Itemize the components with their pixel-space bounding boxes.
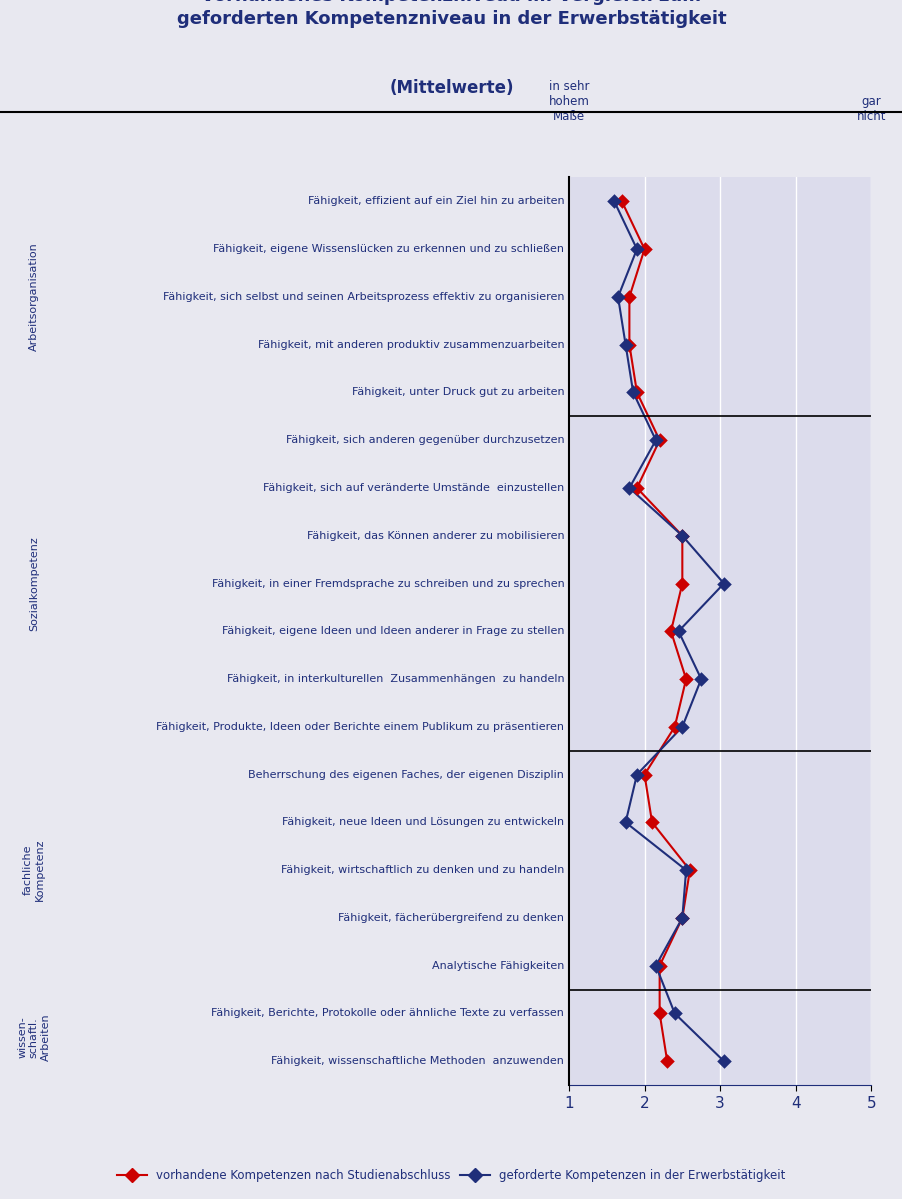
Point	[621, 335, 636, 354]
Point	[606, 192, 621, 211]
Point	[675, 574, 689, 594]
Point	[694, 669, 708, 688]
Text: Fähigkeit, sich anderen gegenüber durchzusetzen: Fähigkeit, sich anderen gegenüber durchz…	[285, 435, 564, 445]
Text: fachliche
Kompetenz: fachliche Kompetenz	[23, 839, 44, 902]
Point	[637, 240, 651, 259]
Point	[629, 765, 643, 784]
Text: Fähigkeit, Berichte, Protokolle oder ähnliche Texte zu verfassen: Fähigkeit, Berichte, Protokolle oder ähn…	[211, 1008, 564, 1018]
Point	[621, 478, 636, 498]
Text: Fähigkeit, Produkte, Ideen oder Berichte einem Publikum zu präsentieren: Fähigkeit, Produkte, Ideen oder Berichte…	[156, 722, 564, 731]
Point	[644, 813, 658, 832]
Point	[614, 192, 629, 211]
Point	[675, 526, 689, 546]
Point	[637, 765, 651, 784]
Point	[678, 669, 693, 688]
Text: gar
nicht: gar nicht	[856, 96, 885, 123]
Text: Fähigkeit, eigene Ideen und Ideen anderer in Frage zu stellen: Fähigkeit, eigene Ideen und Ideen andere…	[222, 626, 564, 637]
Text: Fähigkeit, wirtschaftlich zu denken und zu handeln: Fähigkeit, wirtschaftlich zu denken und …	[281, 866, 564, 875]
Text: Fähigkeit, fächerübergreifend zu denken: Fähigkeit, fächerübergreifend zu denken	[338, 912, 564, 923]
Text: Fähigkeit, in einer Fremdsprache zu schreiben und zu sprechen: Fähigkeit, in einer Fremdsprache zu schr…	[211, 578, 564, 589]
Point	[648, 430, 662, 450]
Point	[629, 382, 643, 402]
Point	[675, 717, 689, 736]
Point	[667, 1004, 681, 1023]
Point	[682, 861, 696, 880]
Point	[716, 1052, 731, 1071]
Point	[625, 382, 640, 402]
Point	[629, 478, 643, 498]
Text: Fähigkeit, mit anderen produktiv zusammenzuarbeiten: Fähigkeit, mit anderen produktiv zusamme…	[257, 339, 564, 350]
Text: Fähigkeit, in interkulturellen  Zusammenhängen  zu handeln: Fähigkeit, in interkulturellen Zusammenh…	[226, 674, 564, 685]
Point	[675, 526, 689, 546]
Text: Sozialkompetenz: Sozialkompetenz	[29, 536, 39, 631]
Text: (Mittelwerte): (Mittelwerte)	[389, 79, 513, 97]
Text: in sehr
hohem
Maße: in sehr hohem Maße	[548, 80, 589, 123]
Point	[670, 621, 685, 640]
Text: Vorhandenes Kompetenzniveau im Vergleich zum
geforderten Kompetenzniveau in der : Vorhandenes Kompetenzniveau im Vergleich…	[177, 0, 725, 28]
Text: Fähigkeit, sich auf veränderte Umstände  einzustellen: Fähigkeit, sich auf veränderte Umstände …	[262, 483, 564, 493]
Text: Beherrschung des eigenen Faches, der eigenen Disziplin: Beherrschung des eigenen Faches, der eig…	[248, 770, 564, 779]
Text: Arbeitsorganisation: Arbeitsorganisation	[29, 242, 39, 351]
Point	[667, 717, 681, 736]
Text: Fähigkeit, sich selbst und seinen Arbeitsprozess effektiv zu organisieren: Fähigkeit, sich selbst und seinen Arbeit…	[162, 291, 564, 302]
Point	[618, 813, 632, 832]
Point	[621, 288, 636, 307]
Point	[651, 1004, 666, 1023]
Text: wissen-
schaftl.
Arbeiten: wissen- schaftl. Arbeiten	[17, 1013, 51, 1061]
Point	[675, 909, 689, 928]
Point	[618, 335, 632, 354]
Point	[629, 240, 643, 259]
Legend: vorhandene Kompetenzen nach Studienabschluss, geforderte Kompetenzen in der Erwe: vorhandene Kompetenzen nach Studienabsch…	[113, 1164, 789, 1187]
Text: Fähigkeit, neue Ideen und Lösungen zu entwickeln: Fähigkeit, neue Ideen und Lösungen zu en…	[282, 818, 564, 827]
Point	[678, 861, 693, 880]
Point	[663, 621, 677, 640]
Point	[675, 909, 689, 928]
Point	[651, 956, 666, 975]
Point	[716, 574, 731, 594]
Text: Fähigkeit, effizient auf ein Ziel hin zu arbeiten: Fähigkeit, effizient auf ein Ziel hin zu…	[308, 197, 564, 206]
Point	[659, 1052, 674, 1071]
Text: Analytische Fähigkeiten: Analytische Fähigkeiten	[431, 960, 564, 971]
Text: Fähigkeit, das Können anderer zu mobilisieren: Fähigkeit, das Können anderer zu mobilis…	[307, 531, 564, 541]
Point	[610, 288, 624, 307]
Text: Fähigkeit, unter Druck gut zu arbeiten: Fähigkeit, unter Druck gut zu arbeiten	[352, 387, 564, 397]
Text: Fähigkeit, wissenschaftliche Methoden  anzuwenden: Fähigkeit, wissenschaftliche Methoden an…	[272, 1056, 564, 1066]
Point	[651, 430, 666, 450]
Point	[648, 956, 662, 975]
Text: Fähigkeit, eigene Wissenslücken zu erkennen und zu schließen: Fähigkeit, eigene Wissenslücken zu erken…	[213, 245, 564, 254]
